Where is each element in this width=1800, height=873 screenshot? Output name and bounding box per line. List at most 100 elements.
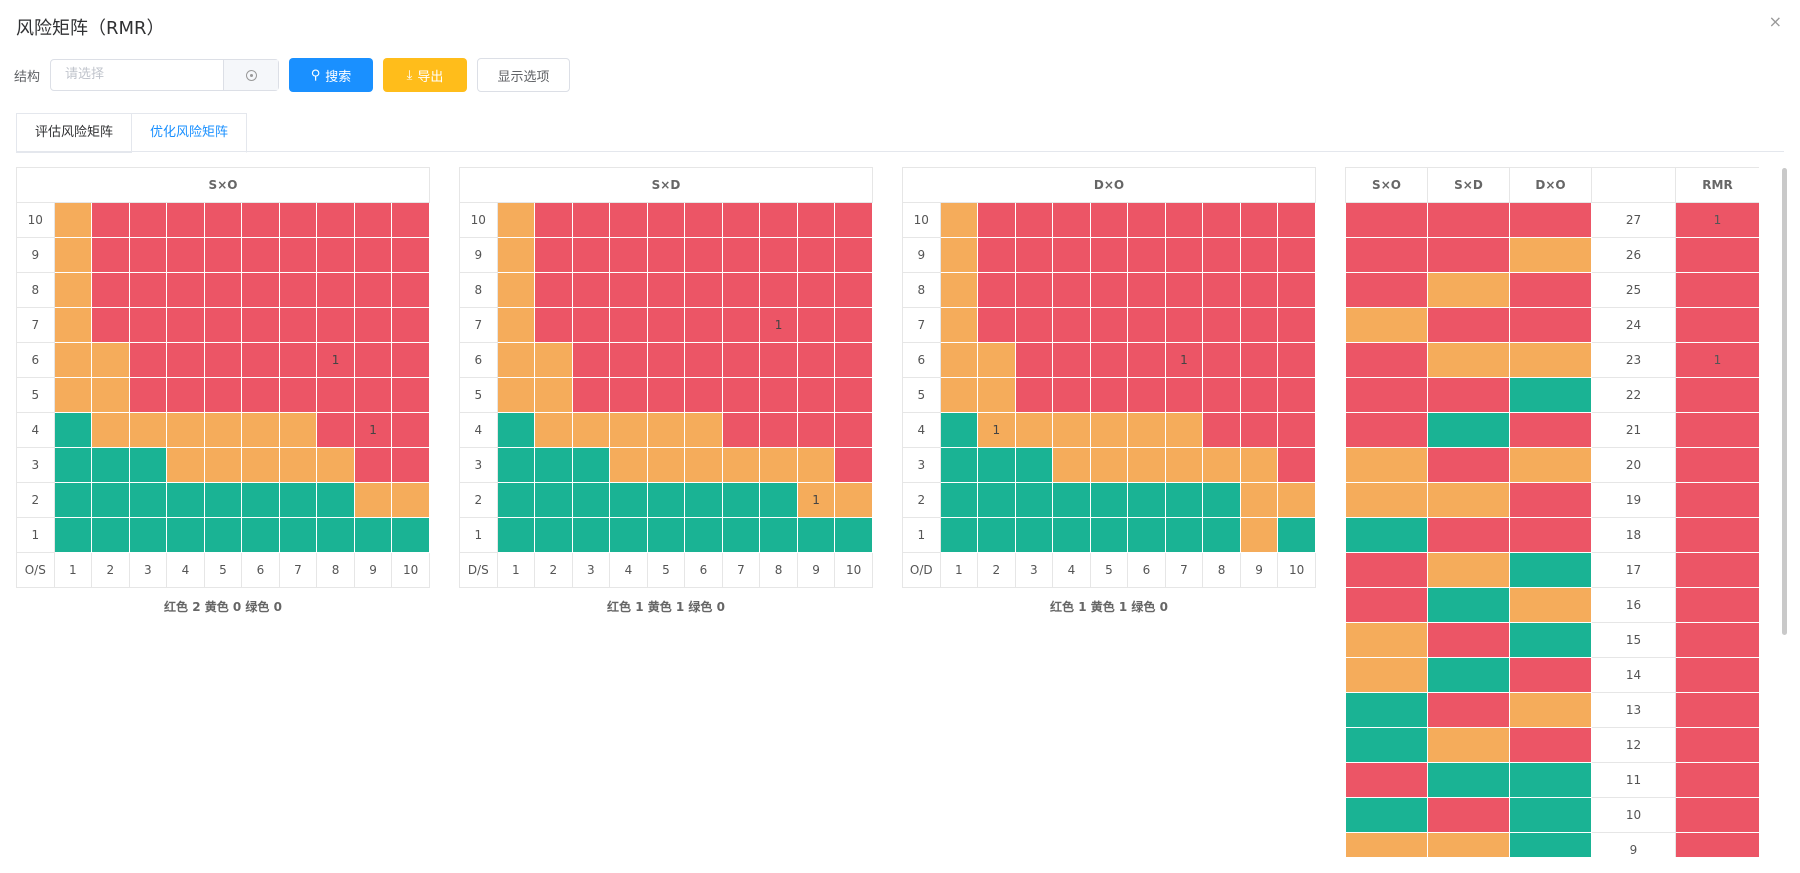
matrix-cell[interactable] xyxy=(721,202,761,238)
matrix-cell[interactable] xyxy=(1089,412,1129,448)
matrix-cell[interactable] xyxy=(977,447,1016,483)
matrix-cell[interactable] xyxy=(1052,272,1091,308)
matrix-cell[interactable] xyxy=(571,447,611,483)
close-icon[interactable]: × xyxy=(1768,12,1782,31)
matrix-cell[interactable] xyxy=(759,482,798,518)
rmr-color-cell[interactable] xyxy=(1427,622,1510,658)
rmr-count-cell[interactable] xyxy=(1675,657,1759,693)
matrix-cell[interactable] xyxy=(91,447,130,483)
rmr-color-cell[interactable] xyxy=(1509,727,1592,763)
matrix-cell[interactable] xyxy=(1239,517,1279,553)
rmr-color-cell[interactable] xyxy=(1345,272,1428,308)
matrix-cell[interactable]: 1 xyxy=(1164,342,1204,378)
matrix-cell[interactable] xyxy=(1277,412,1316,448)
matrix-cell[interactable] xyxy=(496,517,536,553)
matrix-cell[interactable] xyxy=(721,237,761,273)
matrix-cell[interactable] xyxy=(684,377,723,413)
matrix-cell[interactable] xyxy=(166,517,205,553)
rmr-color-cell[interactable] xyxy=(1427,377,1510,413)
matrix-cell[interactable] xyxy=(759,202,798,238)
matrix-cell[interactable] xyxy=(977,517,1016,553)
rmr-count-cell[interactable] xyxy=(1675,692,1759,728)
matrix-cell[interactable] xyxy=(203,517,243,553)
matrix-cell[interactable] xyxy=(977,202,1016,238)
matrix-cell[interactable] xyxy=(203,377,243,413)
matrix-cell[interactable] xyxy=(796,377,836,413)
matrix-cell[interactable] xyxy=(316,447,355,483)
matrix-cell[interactable] xyxy=(353,447,393,483)
matrix-cell[interactable] xyxy=(759,517,798,553)
matrix-cell[interactable] xyxy=(391,447,430,483)
matrix-cell[interactable] xyxy=(91,272,130,308)
matrix-cell[interactable] xyxy=(609,202,648,238)
matrix-cell[interactable] xyxy=(353,342,393,378)
matrix-cell[interactable] xyxy=(684,517,723,553)
matrix-cell[interactable] xyxy=(1202,202,1241,238)
matrix-cell[interactable] xyxy=(1014,412,1054,448)
matrix-cell[interactable] xyxy=(796,272,836,308)
matrix-cell[interactable] xyxy=(609,482,648,518)
matrix-cell[interactable] xyxy=(496,202,536,238)
matrix-cell[interactable] xyxy=(166,202,205,238)
matrix-cell[interactable] xyxy=(241,237,280,273)
rmr-color-cell[interactable] xyxy=(1509,482,1592,518)
search-button[interactable]: ⚲ 搜索 xyxy=(289,58,374,92)
matrix-cell[interactable] xyxy=(353,377,393,413)
matrix-cell[interactable] xyxy=(278,377,318,413)
matrix-cell[interactable] xyxy=(1127,482,1166,518)
matrix-cell[interactable] xyxy=(684,447,723,483)
rmr-color-cell[interactable] xyxy=(1345,762,1428,798)
rmr-count-cell[interactable] xyxy=(1675,272,1759,308)
rmr-color-cell[interactable] xyxy=(1509,517,1592,553)
matrix-cell[interactable] xyxy=(977,342,1016,378)
matrix-cell[interactable] xyxy=(353,202,393,238)
matrix-cell[interactable] xyxy=(1277,237,1316,273)
matrix-cell[interactable] xyxy=(1277,202,1316,238)
rmr-color-cell[interactable] xyxy=(1509,412,1592,448)
matrix-cell[interactable] xyxy=(1164,447,1204,483)
matrix-cell[interactable] xyxy=(1052,202,1091,238)
matrix-cell[interactable] xyxy=(1164,307,1204,343)
matrix-cell[interactable] xyxy=(1239,307,1279,343)
rmr-count-cell[interactable]: 1 xyxy=(1675,202,1759,238)
matrix-cell[interactable] xyxy=(939,517,979,553)
matrix-cell[interactable] xyxy=(496,412,536,448)
rmr-color-cell[interactable] xyxy=(1345,587,1428,623)
matrix-cell[interactable] xyxy=(1127,202,1166,238)
matrix-cell[interactable] xyxy=(353,237,393,273)
rmr-count-cell[interactable] xyxy=(1675,587,1759,623)
matrix-cell[interactable] xyxy=(1202,447,1241,483)
matrix-cell[interactable] xyxy=(939,412,979,448)
matrix-cell[interactable] xyxy=(53,307,93,343)
matrix-cell[interactable] xyxy=(203,272,243,308)
matrix-cell[interactable] xyxy=(391,342,430,378)
matrix-cell[interactable] xyxy=(166,237,205,273)
rmr-count-cell[interactable] xyxy=(1675,552,1759,588)
matrix-cell[interactable] xyxy=(53,517,93,553)
matrix-cell[interactable] xyxy=(128,517,168,553)
matrix-cell[interactable] xyxy=(1127,237,1166,273)
matrix-cell[interactable] xyxy=(1089,202,1129,238)
matrix-cell[interactable] xyxy=(834,447,873,483)
matrix-cell[interactable] xyxy=(203,307,243,343)
matrix-cell[interactable] xyxy=(316,412,355,448)
rmr-count-cell[interactable] xyxy=(1675,447,1759,483)
matrix-cell[interactable] xyxy=(391,377,430,413)
matrix-cell[interactable] xyxy=(278,237,318,273)
matrix-cell[interactable] xyxy=(166,447,205,483)
matrix-cell[interactable] xyxy=(391,517,430,553)
matrix-cell[interactable] xyxy=(1052,237,1091,273)
matrix-cell[interactable]: 1 xyxy=(353,412,393,448)
matrix-cell[interactable] xyxy=(1127,342,1166,378)
matrix-cell[interactable] xyxy=(571,237,611,273)
matrix-cell[interactable] xyxy=(1164,272,1204,308)
matrix-cell[interactable] xyxy=(1052,412,1091,448)
matrix-cell[interactable] xyxy=(646,272,686,308)
matrix-cell[interactable] xyxy=(977,307,1016,343)
rmr-color-cell[interactable] xyxy=(1345,342,1428,378)
matrix-cell[interactable] xyxy=(1127,447,1166,483)
matrix-cell[interactable] xyxy=(759,412,798,448)
rmr-color-cell[interactable] xyxy=(1427,482,1510,518)
rmr-color-cell[interactable] xyxy=(1427,342,1510,378)
matrix-cell[interactable] xyxy=(534,482,573,518)
